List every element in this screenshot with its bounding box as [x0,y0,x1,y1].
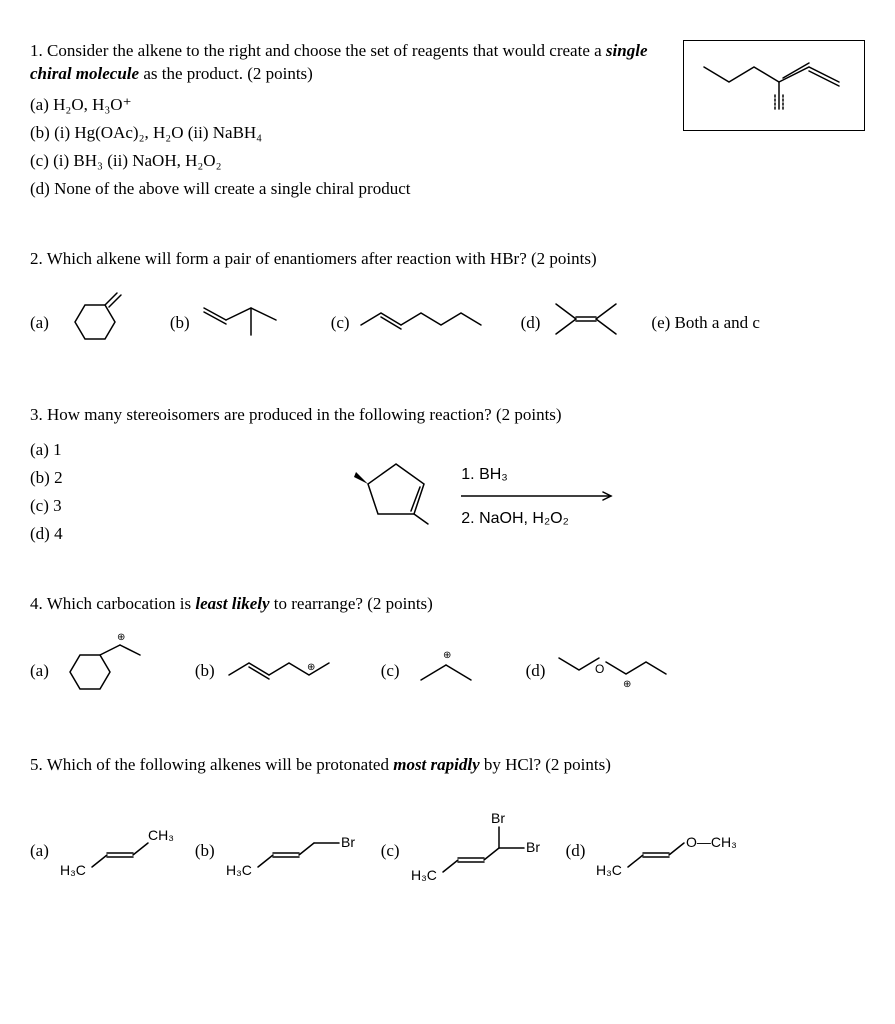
q2-label-a: (a) [30,312,49,335]
q4-text: 4. Which carbocation is least likely to … [30,593,865,616]
q2-mol-b [196,290,296,357]
svg-text:H₃C: H₃C [596,862,622,878]
q4-mol-c: ⊕ [406,640,486,702]
q3-options: (a) 1 (b) 2 (c) 3 (d) 4 [30,434,63,551]
q2-label-c: (c) [331,312,350,335]
q5-text: 5. Which of the following alkenes will b… [30,754,865,777]
q1-molecule-box [683,40,865,131]
q3-reaction-arrow: 1. BH₃ 2. NaOH, H₂O₂ [461,464,621,529]
q4-label-d: (d) [526,660,546,683]
q4-mol-b: ⊕ [221,640,341,702]
svg-text:H₃C: H₃C [60,862,86,878]
q3-reagent-1: 1. BH₃ [461,464,621,486]
q1-opt-a: (a) H₂O, H₃O⁺ [30,94,653,117]
svg-text:CH₃: CH₃ [148,827,174,843]
q5-mol-b: H₃C Br [221,810,371,892]
q5-emph: most rapidly [393,755,479,774]
q1-opt-c: (c) (i) BH₃ (ii) NaOH, H₂O₂ [30,150,653,173]
svg-text:H₃C: H₃C [226,862,252,878]
question-3: 3. How many stereoisomers are produced i… [30,404,865,552]
q5-label-b: (b) [195,840,215,863]
svg-text:Br: Br [341,834,355,850]
q2-mol-c [356,295,496,352]
q4-text-after: to rearrange? (2 points) [270,594,433,613]
q2-label-e: (e) Both a and c [651,312,760,335]
q1-opt-b: (b) (i) Hg(OAc)₂, H₂O (ii) NaBH₄ [30,122,653,145]
question-2: 2. Which alkene will form a pair of enan… [30,248,865,362]
q2-mol-a [55,285,135,362]
svg-text:⊕: ⊕ [623,679,631,690]
q5-label-c: (c) [381,840,400,863]
svg-text:Br: Br [526,839,540,855]
svg-text:⊕: ⊕ [307,662,315,673]
q4-mol-a: ⊕ [55,630,155,712]
q3-opt-b: (b) 2 [30,467,63,490]
q3-text: 3. How many stereoisomers are produced i… [30,404,865,427]
question-1: 1. Consider the alkene to the right and … [30,40,865,206]
q4-emph: least likely [195,594,269,613]
q3-opt-c: (c) 3 [30,495,63,518]
q1-text: 1. Consider the alkene to the right and … [30,40,653,86]
q2-text: 2. Which alkene will form a pair of enan… [30,248,865,271]
q1-molecule [694,47,854,117]
q2-mol-d [546,292,626,354]
q4-label-b: (b) [195,660,215,683]
svg-text:⊕: ⊕ [443,650,451,661]
question-4: 4. Which carbocation is least likely to … [30,593,865,712]
q3-molecule [346,449,446,536]
svg-text:H₃C: H₃C [411,867,437,883]
q4-mol-d: O ⊕ [551,640,671,702]
q3-opt-d: (d) 4 [30,523,63,546]
svg-text:O: O [595,662,604,676]
q5-mol-d: H₃C O—CH₃ [591,810,761,892]
question-5: 5. Which of the following alkenes will b… [30,754,865,897]
q5-mol-c: H₃C Br Br [406,805,556,897]
q5-label-d: (d) [566,840,586,863]
q5-text-before: 5. Which of the following alkenes will b… [30,755,393,774]
q5-mol-a: H₃C CH₃ [55,810,185,892]
q5-text-after: by HCl? (2 points) [480,755,611,774]
q4-label-a: (a) [30,660,49,683]
q3-reagent-2: 2. NaOH, H₂O₂ [461,508,621,530]
q3-opt-a: (a) 1 [30,439,63,462]
q1-options: (a) H₂O, H₃O⁺ (b) (i) Hg(OAc)₂, H₂O (ii)… [30,94,653,201]
q5-label-a: (a) [30,840,49,863]
svg-text:Br: Br [491,810,505,826]
q2-label-b: (b) [170,312,190,335]
q4-text-before: 4. Which carbocation is [30,594,195,613]
q4-label-c: (c) [381,660,400,683]
svg-text:O—CH₃: O—CH₃ [686,834,737,850]
q2-label-d: (d) [521,312,541,335]
q1-text-after: as the product. (2 points) [139,64,313,83]
q1-text-before: 1. Consider the alkene to the right and … [30,41,606,60]
svg-text:⊕: ⊕ [117,632,125,643]
q1-opt-d: (d) None of the above will create a sing… [30,178,653,201]
